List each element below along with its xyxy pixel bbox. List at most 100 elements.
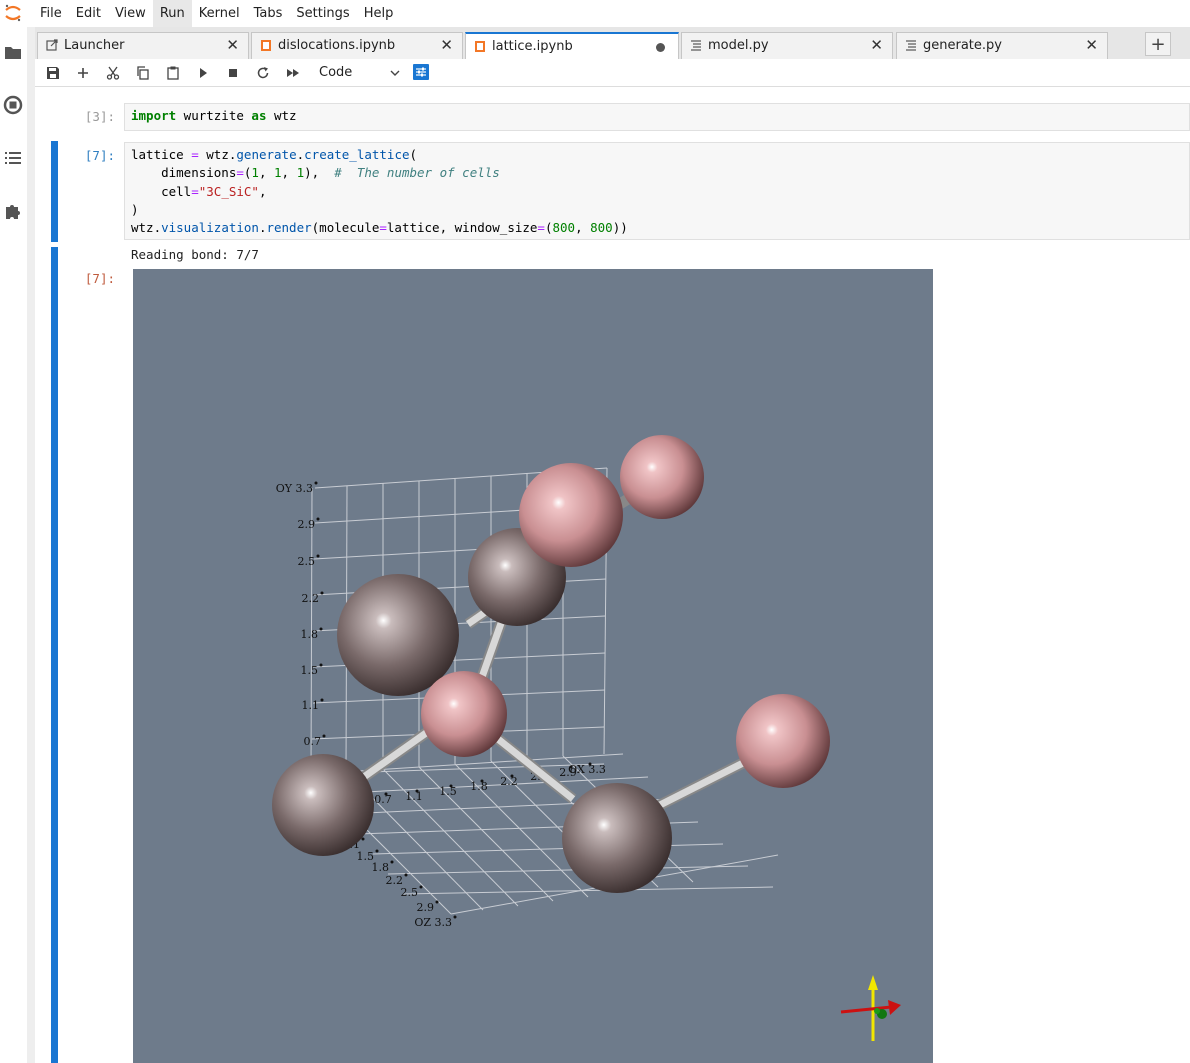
active-cell-marker bbox=[51, 141, 58, 242]
ox-tick-label-marker bbox=[480, 779, 484, 783]
oy-axis-labels: OY 3.3 2.9 2.5 2.2 1.8 1.5 1.1 0.7 bbox=[276, 481, 326, 748]
tab-label: dislocations.ipynb bbox=[278, 38, 396, 53]
menu-file[interactable]: File bbox=[40, 6, 62, 21]
table-of-contents-icon[interactable] bbox=[3, 148, 23, 168]
atom-silicon bbox=[562, 783, 672, 893]
output-cell-marker bbox=[51, 247, 58, 1063]
ox-tick-label-marker bbox=[449, 784, 453, 788]
oz-tick-label-marker bbox=[361, 837, 365, 841]
notebook-toolbar: Code bbox=[35, 59, 1190, 87]
ox-tick-label: 1.1 bbox=[405, 790, 423, 803]
cell-type-value: Code bbox=[319, 65, 353, 80]
oy-tick-label-marker bbox=[314, 481, 318, 485]
cell-type-select[interactable]: Code bbox=[319, 63, 401, 83]
ox-tick-label: 1.5 bbox=[439, 785, 457, 798]
oz-tick-label: 1.5 bbox=[357, 850, 375, 863]
oz-tick-label: 2.5 bbox=[401, 886, 419, 899]
tab-launcher[interactable]: Launcher ✕ bbox=[37, 32, 249, 59]
tab-dislocations[interactable]: dislocations.ipynb ✕ bbox=[251, 32, 463, 59]
oy-tick-label-marker bbox=[316, 554, 320, 558]
tab-model[interactable]: model.py ✕ bbox=[681, 32, 893, 59]
close-icon[interactable]: ✕ bbox=[870, 36, 883, 54]
ox-tick-label-marker bbox=[569, 765, 573, 769]
oz-tick-label-marker bbox=[419, 885, 423, 889]
ox-tick-label: OX 3.3 bbox=[568, 763, 606, 776]
oz-tick-label-marker bbox=[390, 860, 394, 864]
new-tab-button[interactable]: + bbox=[1145, 32, 1171, 56]
atom-carbon bbox=[421, 671, 507, 757]
menu-tabs[interactable]: Tabs bbox=[253, 6, 283, 21]
oy-tick-label: 1.1 bbox=[302, 699, 320, 712]
close-icon[interactable]: ✕ bbox=[440, 36, 453, 54]
atom-carbon bbox=[736, 694, 830, 788]
ox-tick-label: 2.2 bbox=[500, 775, 518, 788]
save-icon[interactable] bbox=[43, 63, 63, 83]
folder-icon[interactable] bbox=[3, 42, 23, 62]
oy-tick-label-marker bbox=[320, 591, 324, 595]
tab-lattice[interactable]: lattice.ipynb bbox=[465, 32, 679, 60]
menu-run[interactable]: Run bbox=[152, 0, 192, 27]
orientation-axes-widget bbox=[840, 975, 901, 1041]
3d-molecule-viewer[interactable]: OY 3.3 2.9 2.5 2.2 1.8 1.5 1.1 0.7 0.7 1.1 1.5 1.8… bbox=[133, 269, 933, 1063]
oz-tick-label: 2.9 bbox=[417, 901, 435, 914]
tab-label: model.py bbox=[708, 38, 769, 53]
ox-tick-label-marker bbox=[415, 789, 419, 793]
atom-silicon bbox=[337, 574, 459, 696]
oz-tick-label: 2.2 bbox=[386, 874, 404, 887]
oy-tick-label: 0.7 bbox=[304, 735, 322, 748]
launcher-icon bbox=[46, 39, 58, 51]
ox-tick-label: 1.8 bbox=[470, 780, 488, 793]
document-tab-bar: Launcher ✕ dislocations.ipynb ✕ lattice.… bbox=[35, 27, 1190, 60]
oy-tick-label: 2.9 bbox=[298, 518, 316, 531]
run-icon[interactable] bbox=[193, 63, 213, 83]
notebook-icon bbox=[261, 40, 271, 51]
code-cell-editor[interactable]: import wurtzite as wtz bbox=[124, 103, 1190, 131]
tab-label: generate.py bbox=[923, 38, 1002, 53]
tab-generate[interactable]: generate.py ✕ bbox=[896, 32, 1108, 59]
restart-icon[interactable] bbox=[253, 63, 273, 83]
ox-tick-label: 0.7 bbox=[374, 793, 392, 806]
oz-tick-label-marker bbox=[435, 900, 439, 904]
fast-forward-icon[interactable] bbox=[283, 63, 303, 83]
menu-edit[interactable]: Edit bbox=[75, 6, 101, 21]
atoms bbox=[272, 435, 830, 893]
running-kernels-icon[interactable] bbox=[3, 95, 23, 115]
close-icon[interactable]: ✕ bbox=[1085, 36, 1098, 54]
copy-icon[interactable] bbox=[133, 63, 153, 83]
atom-silicon bbox=[272, 754, 374, 856]
add-cell-icon[interactable] bbox=[73, 63, 93, 83]
jupyter-logo-icon bbox=[5, 4, 21, 22]
output-prompt: [7]: bbox=[84, 271, 115, 286]
menu-kernel[interactable]: Kernel bbox=[198, 6, 240, 21]
oy-tick-label: OY 3.3 bbox=[276, 482, 313, 495]
stream-output: Reading bond: 7/7 bbox=[131, 247, 259, 262]
oy-tick-label-marker bbox=[320, 698, 324, 702]
menu-help[interactable]: Help bbox=[363, 6, 394, 21]
input-prompt: [7]: bbox=[84, 148, 115, 163]
code-cell-editor[interactable]: lattice = wtz.generate.create_lattice( d… bbox=[124, 142, 1190, 240]
unsaved-dot-icon[interactable] bbox=[656, 43, 665, 52]
notebook-icon bbox=[475, 41, 485, 52]
oz-tick-label: 1.8 bbox=[372, 861, 390, 874]
oy-tick-label: 1.8 bbox=[301, 628, 319, 641]
oz-tick-label-marker bbox=[375, 849, 379, 853]
menu-settings[interactable]: Settings bbox=[296, 6, 350, 21]
cut-icon[interactable] bbox=[103, 63, 123, 83]
input-prompt: [3]: bbox=[84, 109, 115, 124]
notebook-panel: [3]: import wurtzite as wtz [7]: lattice… bbox=[35, 87, 1190, 1063]
oy-tick-label-marker bbox=[322, 734, 326, 738]
oy-tick-label: 2.2 bbox=[302, 592, 320, 605]
tab-label: lattice.ipynb bbox=[492, 39, 573, 54]
oz-tick-label-marker bbox=[404, 873, 408, 877]
property-inspector-icon[interactable] bbox=[413, 64, 429, 80]
ox-tick-label-marker bbox=[588, 762, 592, 766]
oy-tick-label: 2.5 bbox=[298, 555, 316, 568]
close-icon[interactable]: ✕ bbox=[226, 36, 239, 54]
paste-icon[interactable] bbox=[163, 63, 183, 83]
extensions-icon[interactable] bbox=[3, 201, 23, 221]
oy-tick-label-marker bbox=[319, 627, 323, 631]
menu-view[interactable]: View bbox=[114, 6, 146, 21]
stop-icon[interactable] bbox=[223, 63, 243, 83]
oz-tick-label: OZ 3.3 bbox=[414, 916, 452, 929]
oy-tick-label: 1.5 bbox=[301, 664, 319, 677]
